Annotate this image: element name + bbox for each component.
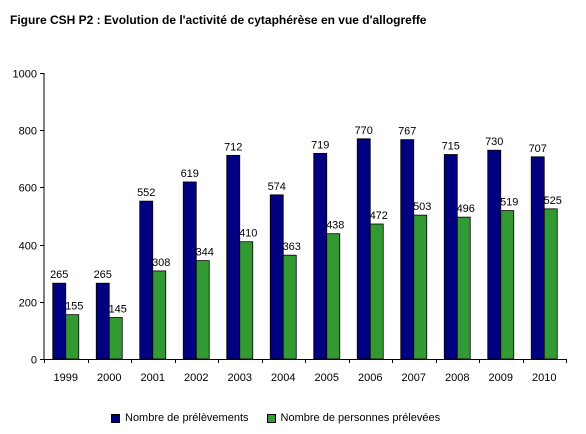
data-labels: 265 265 552 619 712 574 719 770 767 715 730 707 155 1… (50, 125, 562, 316)
data-label-prelevements: 265 (50, 269, 68, 281)
x-tick-label: 2002 (184, 372, 208, 384)
data-label-prelevements: 619 (181, 168, 199, 180)
bar-prelevements (52, 282, 67, 360)
bar-prelevements (95, 282, 110, 360)
data-label-personnes: 363 (283, 241, 301, 253)
y-tick-label: 400 (19, 241, 37, 253)
data-label-personnes: 344 (196, 247, 214, 259)
legend: Nombre de prélèvements Nombre de personn… (111, 412, 458, 424)
bar-personnes (108, 317, 123, 360)
bar-prelevements (356, 138, 371, 360)
x-tick-label: 2005 (315, 372, 339, 384)
x-tick-label: 2007 (402, 372, 426, 384)
data-label-personnes: 145 (109, 304, 127, 316)
y-tick-label: 800 (19, 126, 37, 138)
bar-personnes (500, 210, 515, 360)
bar-personnes (195, 260, 210, 360)
bar-prelevements (226, 154, 241, 360)
x-tick-label: 2009 (489, 372, 513, 384)
data-label-prelevements: 730 (485, 136, 503, 148)
x-tick-label: 2003 (228, 372, 252, 384)
bar-personnes (326, 233, 341, 360)
bar-prelevements (313, 152, 328, 360)
x-tick-label: 2006 (358, 372, 382, 384)
y-tick-label: 0 (31, 355, 37, 367)
data-label-prelevements: 770 (355, 125, 373, 137)
data-label-personnes: 525 (544, 195, 562, 207)
data-label-personnes: 496 (457, 203, 475, 215)
data-label-personnes: 308 (152, 257, 170, 269)
data-label-prelevements: 574 (268, 181, 286, 193)
legend-label-prelevements: Nombre de prélèvements (125, 412, 249, 424)
bar-personnes (282, 254, 297, 360)
data-label-prelevements: 715 (442, 141, 460, 153)
x-tick-label: 2000 (97, 372, 121, 384)
legend-swatch-prelevements (111, 413, 120, 423)
x-tick-label: 2001 (141, 372, 165, 384)
y-tick-label: 200 (19, 298, 37, 310)
bar-prelevements (400, 139, 415, 360)
legend-item-personnes: Nombre de personnes prélevées (266, 412, 441, 424)
x-tick-label: 2010 (532, 372, 556, 384)
data-label-personnes: 503 (413, 201, 431, 213)
bar-prelevements (487, 149, 502, 360)
data-label-prelevements: 719 (311, 139, 329, 151)
data-label-personnes: 438 (326, 220, 344, 232)
legend-item-prelevements: Nombre de prélèvements (111, 412, 249, 424)
bar-personnes (543, 208, 558, 360)
bar-chart: 0 200 400 600 800 1000 1999 2000 2001 2002 2003 200… (13, 69, 567, 384)
bar-prelevements (182, 181, 197, 360)
data-label-prelevements: 712 (224, 141, 242, 153)
chart-title: Figure CSH P2 : Evolution de l'activité … (10, 13, 427, 27)
y-tick-label: 1000 (13, 69, 37, 81)
data-label-prelevements: 552 (137, 187, 155, 199)
bar-prelevements (269, 194, 284, 360)
bar-prelevements (530, 156, 545, 360)
data-label-prelevements: 707 (529, 143, 547, 155)
data-label-personnes: 155 (65, 301, 83, 313)
x-tick-label: 2004 (271, 372, 295, 384)
data-label-personnes: 410 (239, 228, 257, 240)
bar-prelevements (139, 200, 154, 360)
bar-personnes (152, 270, 167, 360)
bar-personnes (239, 241, 254, 360)
bar-personnes (369, 223, 384, 360)
bars (52, 138, 558, 360)
x-tick-label: 1999 (54, 372, 78, 384)
data-label-personnes: 519 (500, 197, 518, 209)
bar-personnes (456, 216, 471, 360)
y-tick-label: 600 (19, 183, 37, 195)
bar-personnes (65, 314, 80, 360)
data-label-personnes: 472 (370, 210, 388, 222)
bar-personnes (413, 214, 428, 360)
data-label-prelevements: 265 (94, 269, 112, 281)
data-label-prelevements: 767 (398, 126, 416, 138)
x-tick-label: 2008 (445, 372, 469, 384)
bar-prelevements (443, 154, 458, 360)
legend-swatch-personnes (266, 413, 276, 423)
axes: 0 200 400 600 800 1000 1999 2000 2001 2002 2003 200… (13, 69, 567, 384)
legend-label-personnes: Nombre de personnes prélevées (280, 412, 441, 424)
